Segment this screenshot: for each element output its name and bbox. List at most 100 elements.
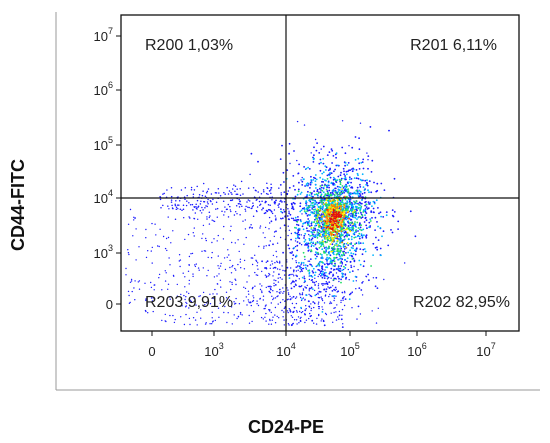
event-dot [349,254,351,257]
event-dot [133,219,135,221]
event-dot [387,244,390,247]
event-dot [174,203,176,205]
event-dot [378,212,380,215]
event-dot [339,270,342,273]
event-dot [309,315,312,318]
event-dot [257,304,260,307]
event-dot [371,310,373,312]
event-dot [273,235,275,238]
event-dot [336,304,338,306]
event-dot [138,280,141,282]
event-dot [335,286,337,288]
event-dot [188,201,190,204]
event-dot [313,206,316,208]
event-dot [354,229,357,232]
event-dot [307,246,309,249]
event-dot [297,190,300,193]
event-dot [321,299,324,302]
event-dot [290,324,293,327]
event-dot [308,209,311,212]
event-dot [306,214,309,217]
event-dot [235,193,238,195]
event-dot [247,199,250,201]
event-dot [321,256,323,258]
event-dot [216,240,218,242]
event-dot [333,217,335,220]
event-dot [195,304,197,306]
event-dot [297,231,300,234]
event-dot [317,192,320,195]
event-dot [323,247,326,249]
event-dot [303,255,306,258]
event-dot [341,191,344,194]
event-dot [304,286,306,288]
event-dot [348,226,351,229]
event-dot [355,226,357,228]
event-dot [331,247,333,249]
event-dot [169,264,171,266]
event-dot [311,270,314,272]
event-dot [269,309,271,311]
event-dot [342,243,345,246]
event-dot [302,289,305,291]
event-dot [294,240,297,242]
event-dot [360,205,363,208]
event-dot [346,257,349,259]
event-dot [145,299,147,302]
event-dot [273,231,276,233]
event-dot [168,296,171,298]
event-dot [314,138,317,141]
event-dot [317,292,319,294]
event-dot [336,209,339,212]
event-dot [200,317,202,319]
event-dot [247,290,250,292]
event-dot [354,253,357,256]
event-dot [183,294,185,297]
event-dot [193,189,196,191]
event-dot [404,262,406,264]
event-dot [212,293,214,295]
event-dot [365,203,368,206]
event-dot [375,199,378,202]
event-dot [311,237,314,240]
event-dot [347,198,350,201]
event-dot [363,191,366,194]
event-dot [361,282,363,284]
event-dot [313,322,315,324]
event-dot [337,316,339,318]
event-dot [184,286,186,288]
event-dot [128,302,131,304]
event-dot [291,251,294,253]
event-dot [366,152,368,154]
event-dot [320,194,322,197]
event-dot [340,179,343,182]
event-dot [299,210,302,213]
event-dot [316,255,318,258]
event-dot [317,303,320,305]
event-dot [202,291,205,294]
event-dot [295,279,297,282]
event-dot [317,287,320,289]
event-dot [358,237,361,240]
event-dot [351,146,354,149]
event-dot [227,216,230,218]
event-dot [380,254,382,257]
event-dot [355,189,358,192]
event-dot [328,186,330,189]
event-dot [291,302,294,305]
event-dot [176,295,179,297]
event-dot [296,323,298,325]
event-dot [295,260,297,262]
event-dot [274,322,277,324]
event-dot [364,217,367,220]
event-dot [375,276,378,279]
event-dot [331,182,334,185]
event-dot [321,257,324,260]
event-dot [322,211,324,213]
event-dot [351,168,353,171]
event-dot [299,271,301,273]
event-dot [373,181,375,184]
event-dot [281,201,283,203]
event-dot [379,211,382,214]
event-dot [279,236,282,239]
